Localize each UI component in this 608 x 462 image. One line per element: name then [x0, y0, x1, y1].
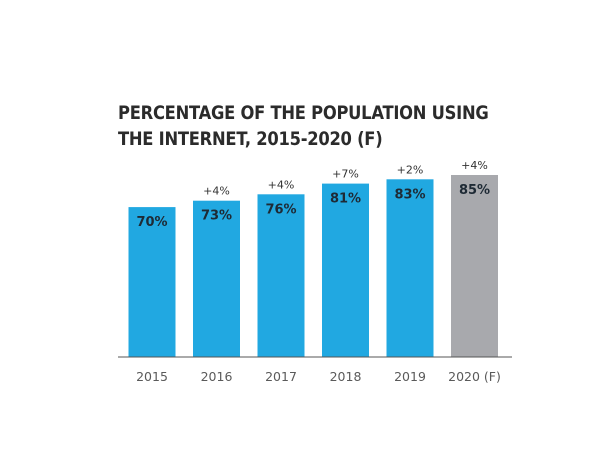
x-tick-label: 2018	[330, 369, 362, 384]
bar-change-label: +7%	[332, 168, 359, 181]
bar-2019	[386, 179, 434, 357]
bar-change-label: +4%	[203, 185, 230, 198]
bar-2016	[193, 200, 240, 357]
bar-value-label: 76%	[265, 202, 296, 217]
bar-2015	[128, 207, 176, 357]
x-tick-label: 2015	[136, 369, 168, 384]
bar-value-label: 70%	[136, 215, 167, 230]
bar-change-label: +2%	[397, 163, 424, 176]
bar-change-label: +4%	[461, 159, 488, 172]
x-tick-label: 2017	[265, 369, 297, 384]
chart-title: PERCENTAGE OF THE POPULATION USING THE I…	[118, 100, 489, 152]
bar-2018	[322, 183, 369, 357]
chart-title-line-2: THE INTERNET, 2015-2020 (F)	[118, 128, 383, 150]
bar-value-label: 81%	[330, 192, 361, 207]
bar-value-label: 73%	[201, 209, 232, 224]
x-tick-label: 2020 (F)	[448, 369, 501, 384]
bar-value-label: 83%	[394, 187, 425, 202]
x-tick-label: 2019	[394, 369, 426, 384]
bar-2020-f	[451, 175, 498, 357]
labels-group: 70% 2015 73% +4% 2016 76% +4% 2017 81% +7% 2018 83%…	[136, 159, 501, 384]
chart-title-line-1: PERCENTAGE OF THE POPULATION USING	[118, 102, 489, 124]
bar-2017	[257, 194, 305, 357]
bar-change-label: +4%	[268, 178, 295, 191]
bar-value-label: 85%	[459, 183, 490, 198]
bars-group	[128, 175, 498, 357]
x-tick-label: 2016	[201, 369, 233, 384]
